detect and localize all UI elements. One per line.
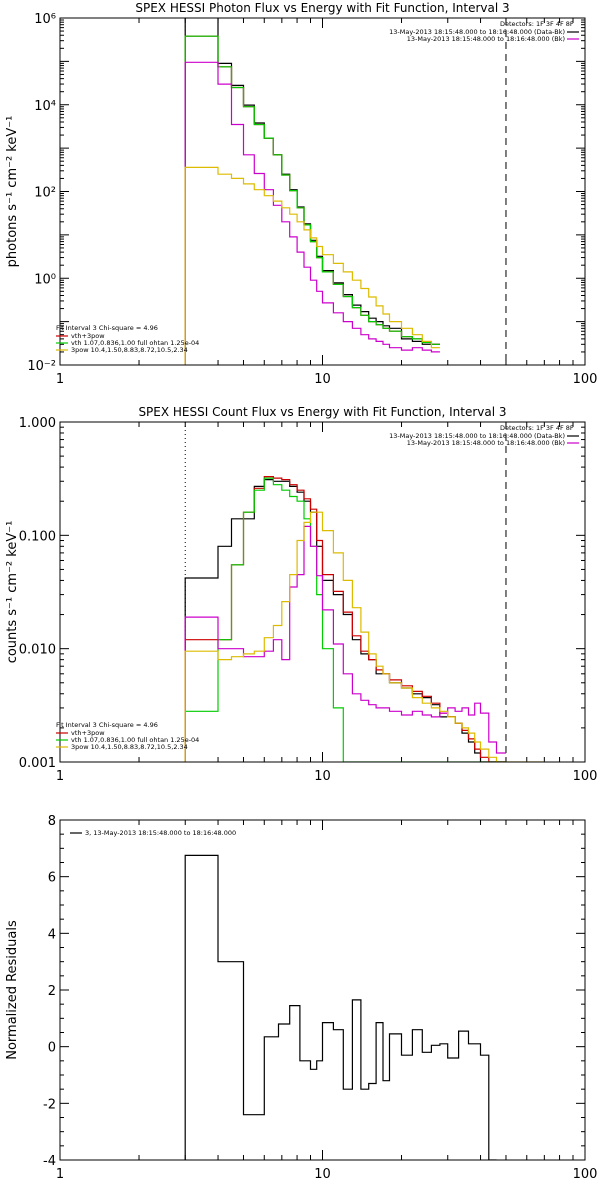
plot-frame	[59, 421, 586, 763]
legend-entry: 13-May-2013 18:15:48.000 to 18:16:48.000…	[389, 28, 565, 36]
x-tick-label: 1	[56, 1167, 64, 1182]
plot-frame	[59, 819, 586, 1161]
series-4-line	[184, 61, 440, 365]
series-5-line	[184, 166, 440, 365]
legend-entry: 13-May-2013 18:15:48.000 to 18:16:48.000…	[407, 439, 565, 447]
y-tick-label: 10²	[34, 186, 56, 201]
legend-entry: 13-May-2013 18:15:48.000 to 18:16:48.000…	[407, 35, 565, 43]
chart-1	[56, 17, 586, 366]
legend-entry: 3pow 10.4,1.50,8.83,8.72,10.5,2.34	[71, 743, 188, 751]
chart-title: SPEX HESSI Photon Flux vs Energy with Fi…	[135, 1, 509, 15]
series-2-line	[184, 35, 440, 365]
x-tick-label: 1	[56, 372, 64, 387]
series-1-line	[184, 18, 440, 365]
y-tick-label: 0	[48, 1041, 56, 1056]
chart-3	[59, 819, 586, 1161]
y-tick-label: 0.001	[19, 756, 56, 771]
y-tick-label: 2	[48, 984, 56, 999]
series-3-line	[184, 477, 506, 762]
series-5-line	[184, 511, 545, 762]
x-tick-label: 100	[573, 372, 598, 387]
y-tick-label: 10⁰	[34, 272, 56, 287]
series-2-line	[184, 476, 506, 762]
x-tick-label: 100	[573, 1167, 598, 1182]
legend-entry: vth 1.07,0.836,1.00 full ohtan 1.25e-04	[71, 736, 199, 744]
y-tick-label: 10⁶	[34, 12, 56, 27]
y-tick-label: -2	[43, 1097, 56, 1112]
y-axis-label: counts s⁻¹ cm⁻² keV⁻¹	[5, 521, 20, 664]
x-tick-label: 10	[314, 1167, 331, 1182]
legend-entry: vth+3pow	[71, 729, 105, 737]
legend-entry: 3, 13-May-2013 18:15:48.000 to 18:16:48.…	[85, 829, 236, 837]
x-tick-label: 10	[314, 372, 331, 387]
legend-detectors: Detectors: 1F 3F 4F 8F	[500, 424, 574, 432]
y-tick-label: 0.010	[19, 643, 56, 658]
series-4-line	[184, 525, 506, 762]
y-tick-label: 6	[48, 871, 56, 886]
legend-entry: 3pow 10.4,1.50,8.83,8.72,10.5,2.34	[71, 346, 188, 354]
x-tick-label: 100	[573, 769, 598, 784]
series-3-line	[184, 35, 440, 365]
series-1-line	[184, 479, 506, 762]
y-tick-label: 10⁻²	[27, 359, 56, 374]
chart-2	[56, 421, 586, 763]
x-tick-label: 1	[56, 769, 64, 784]
y-tick-label: 8	[48, 814, 56, 829]
y-tick-label: 0.100	[19, 529, 56, 544]
x-tick-label: 10	[314, 769, 331, 784]
legend-entry: 13-May-2013 18:15:48.000 to 18:16:48.000…	[389, 432, 565, 440]
legend-entry: vth+3pow	[71, 332, 105, 340]
y-tick-label: 1.000	[19, 416, 56, 431]
chart-title: SPEX HESSI Count Flux vs Energy with Fit…	[138, 405, 506, 419]
plot-frame	[59, 17, 586, 366]
legend-detectors: Detectors: 1F 3F 4F 8F	[500, 20, 574, 28]
legend-entry: vth 1.07,0.836,1.00 full ohtan 1.25e-04	[71, 339, 199, 347]
legend-fit-header: Fit Interval 3 Chi-square = 4.96	[56, 721, 158, 729]
series-1-line	[184, 854, 497, 1160]
y-tick-label: 10⁴	[34, 99, 56, 114]
y-tick-label: 4	[48, 927, 56, 942]
y-axis-label: photons s⁻¹ cm⁻² keV⁻¹	[5, 116, 20, 268]
y-axis-label: Normalized Residuals	[5, 920, 20, 1060]
legend-fit-header: Fit Interval 3 Chi-square = 4.96	[56, 324, 158, 332]
y-tick-label: -4	[43, 1154, 56, 1169]
